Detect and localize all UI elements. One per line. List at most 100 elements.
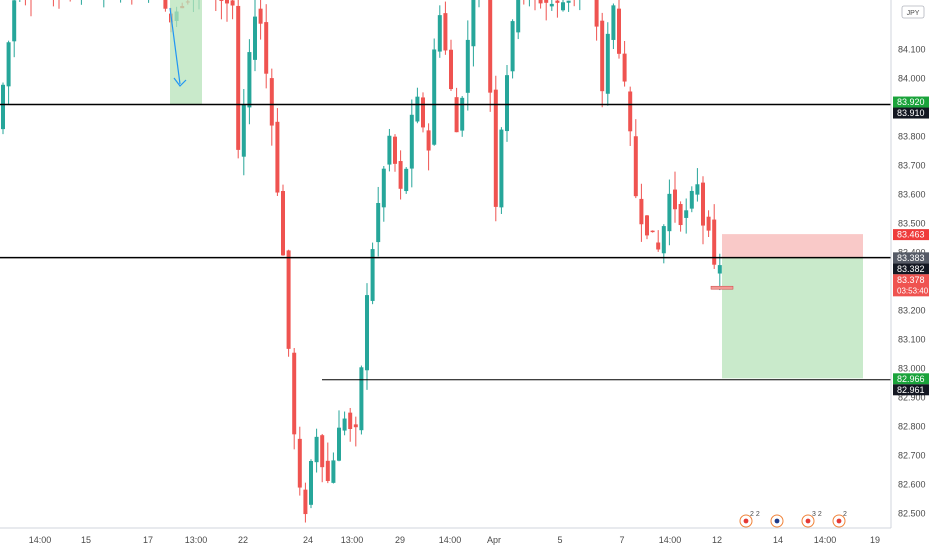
arrow-head: [173, 77, 187, 87]
candle: [359, 365, 364, 435]
event-badges: 2 2 3 2 2: [739, 511, 847, 528]
candle: [471, 0, 476, 67]
candle: [454, 87, 459, 133]
event-badge-icon[interactable]: [770, 514, 784, 528]
time-axis[interactable]: 14:00 15 17 13:00 22 24 13:00 29 14:00 Apr 5 7 14:00…: [0, 527, 891, 545]
position-target-zone[interactable]: [722, 257, 863, 379]
candle: [650, 230, 655, 233]
small-marker: [710, 285, 734, 290]
candle: [678, 201, 683, 232]
event-badge-count: 2 2: [750, 511, 760, 518]
candle: [421, 92, 425, 133]
candle: [573, 0, 575, 7]
arrow-line: [169, 7, 181, 85]
candle: [314, 428, 319, 473]
candle: [393, 134, 397, 172]
candle: [241, 88, 246, 176]
event-badge-count: 3 2: [812, 511, 822, 518]
price-tag: 83.382: [893, 263, 929, 275]
time-tick-label: 7: [619, 535, 624, 545]
candle: [1, 82, 5, 135]
price-tag: 83.383: [893, 252, 929, 264]
candle: [639, 183, 644, 242]
svg-text:83.920: 83.920: [897, 97, 925, 107]
time-tick-label: 29: [395, 535, 405, 545]
svg-text:83.382: 83.382: [897, 264, 925, 274]
candle: [538, 0, 543, 9]
time-tick-label: 14:00: [439, 535, 462, 545]
candle: [320, 433, 325, 483]
price-tag: 83.920: [893, 96, 929, 108]
price-tick-label: 82.700: [898, 450, 926, 460]
candle: [215, 0, 217, 12]
event-badge-icon[interactable]: 2: [832, 511, 847, 528]
price-axis[interactable]: 84.10084.00083.90083.80083.70083.60083.5…: [890, 0, 926, 528]
candle: [661, 224, 666, 264]
candle: [236, 0, 241, 159]
candle: [633, 119, 638, 199]
candle: [24, 0, 26, 6]
price-tick-label: 83.600: [898, 189, 926, 199]
candle: [253, 0, 257, 72]
candle: [478, 0, 480, 8]
candle: [667, 179, 672, 246]
candle: [225, 0, 229, 22]
candle: [701, 176, 705, 245]
time-tick-label: 15: [81, 535, 91, 545]
candle: [275, 108, 280, 196]
drawings-layer: [169, 0, 863, 379]
svg-text:83.383: 83.383: [897, 253, 925, 263]
svg-text:83.378: 83.378: [897, 275, 925, 285]
candle: [381, 166, 386, 222]
price-tick-label: 84.000: [898, 73, 926, 83]
time-tick-label: 5: [557, 535, 562, 545]
candle: [706, 210, 711, 238]
candle: [331, 452, 336, 484]
price-tag: 83.910: [893, 107, 929, 119]
candle: [549, 0, 554, 11]
candle: [69, 0, 71, 2]
candle: [432, 38, 437, 146]
candle: [342, 411, 347, 436]
candle: [717, 253, 722, 291]
candle: [544, 0, 549, 21]
candle: [247, 39, 252, 125]
candle: [656, 230, 661, 252]
time-tick-label: 19: [870, 535, 880, 545]
candle: [12, 0, 17, 58]
candle: [600, 12, 605, 108]
candle: [303, 482, 308, 523]
position-stop-zone[interactable]: [722, 234, 863, 258]
candle: [437, 5, 442, 58]
candle: [628, 86, 633, 146]
candle: [516, 0, 521, 40]
horizontal-lines-layer: [0, 103, 891, 381]
candle: [534, 0, 536, 11]
price-tick-label: 84.100: [898, 44, 926, 54]
event-badge-icon[interactable]: 2 2: [739, 511, 760, 528]
candle: [365, 283, 369, 390]
event-badge-icon[interactable]: 3 2: [801, 511, 822, 528]
candle: [80, 0, 82, 5]
candle: [579, 0, 581, 11]
candle: [264, 4, 269, 89]
candle: [348, 407, 353, 442]
time-tick-label: 14:00: [29, 535, 52, 545]
price-tag: 82.966: [893, 373, 929, 385]
price-tick-label: 82.500: [898, 508, 926, 518]
chart-plot-area: [1, 0, 722, 523]
candle: [19, 0, 21, 2]
candle: [510, 19, 515, 79]
candle: [353, 416, 358, 447]
svg-text:03:53:40: 03:53:40: [897, 286, 929, 295]
candle: [611, 3, 616, 50]
candle: [561, 0, 565, 12]
candle: [131, 0, 133, 5]
candle: [684, 198, 689, 234]
svg-text:83.910: 83.910: [897, 108, 925, 118]
candle: [499, 127, 504, 214]
price-tick-label: 82.900: [898, 392, 926, 402]
svg-text:82.961: 82.961: [897, 385, 925, 395]
candle: [269, 68, 274, 146]
